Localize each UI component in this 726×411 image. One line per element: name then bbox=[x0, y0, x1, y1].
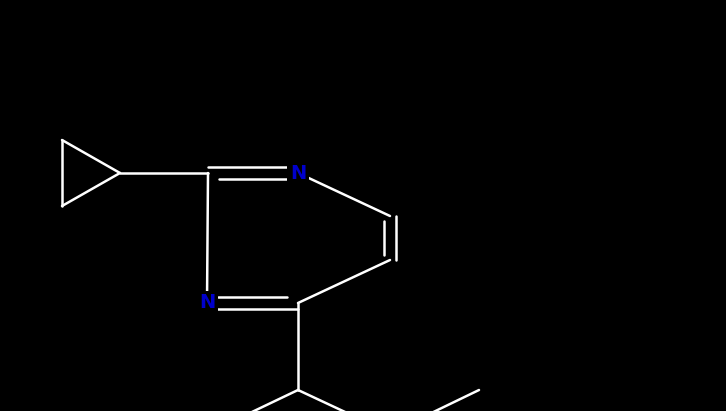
Text: N: N bbox=[290, 164, 306, 182]
Text: N: N bbox=[199, 293, 215, 312]
